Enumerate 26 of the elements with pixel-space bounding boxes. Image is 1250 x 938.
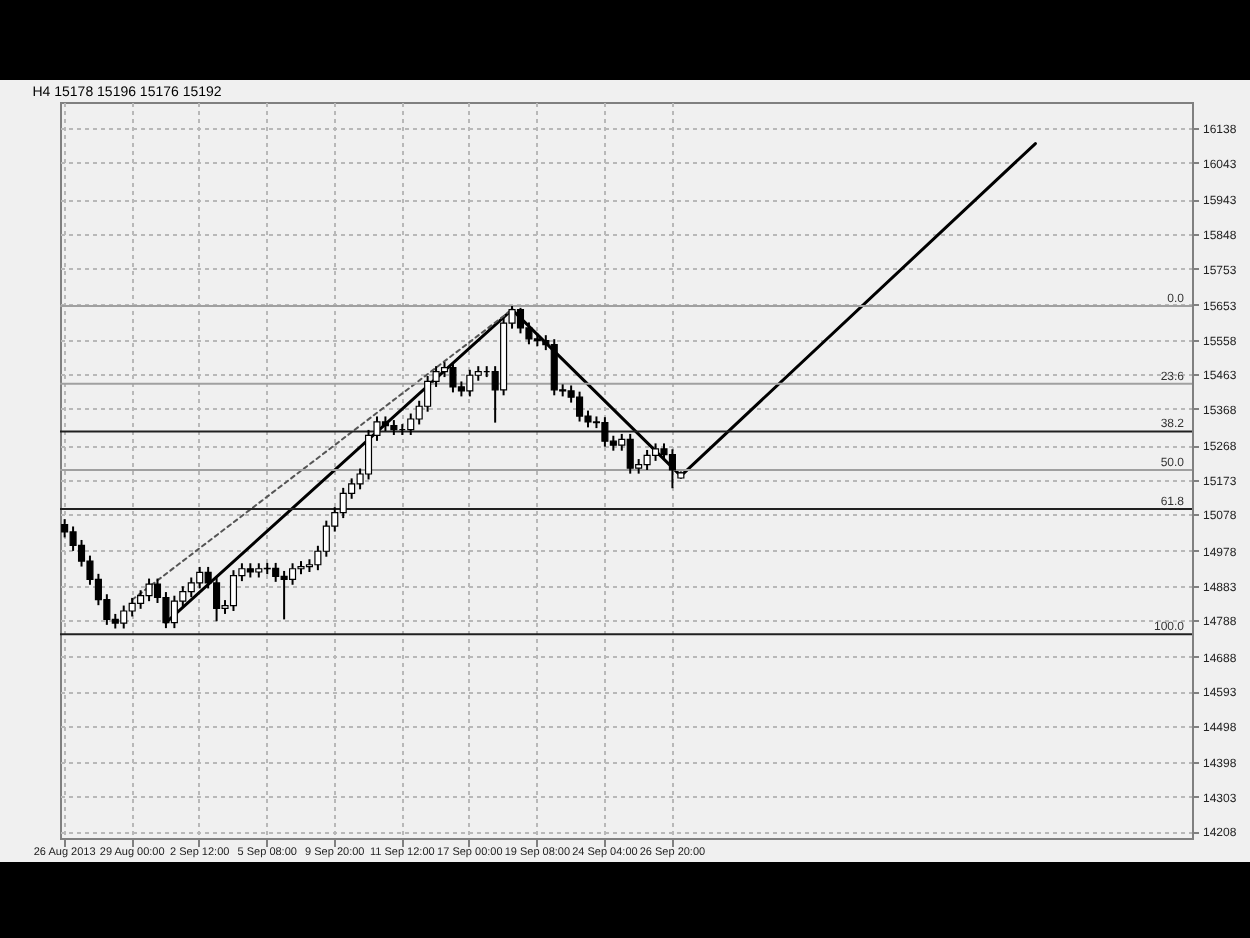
candlestick	[322, 519, 330, 558]
candlestick	[424, 375, 432, 413]
line-series	[164, 142, 1037, 625]
candlestick	[196, 565, 204, 590]
candlestick	[601, 416, 609, 448]
candlestick	[668, 448, 676, 490]
candlestick	[145, 577, 153, 603]
candlestick	[289, 562, 297, 586]
candlestick	[466, 368, 474, 398]
candlestick	[280, 569, 288, 621]
candlestick	[339, 486, 347, 520]
candlestick	[364, 428, 373, 481]
candlestick	[120, 604, 128, 630]
candlestick	[626, 432, 634, 475]
candlestick	[137, 589, 145, 610]
candlestick	[449, 361, 457, 394]
candlestick	[229, 569, 238, 613]
candlestick	[407, 412, 415, 437]
candlestick	[128, 596, 136, 618]
candlestick	[643, 448, 651, 471]
candlestick	[550, 338, 558, 397]
candlestick	[272, 561, 280, 583]
candlestick	[576, 390, 584, 423]
candlestick	[61, 518, 69, 539]
candlestick	[516, 306, 525, 335]
candlestick	[187, 576, 195, 599]
